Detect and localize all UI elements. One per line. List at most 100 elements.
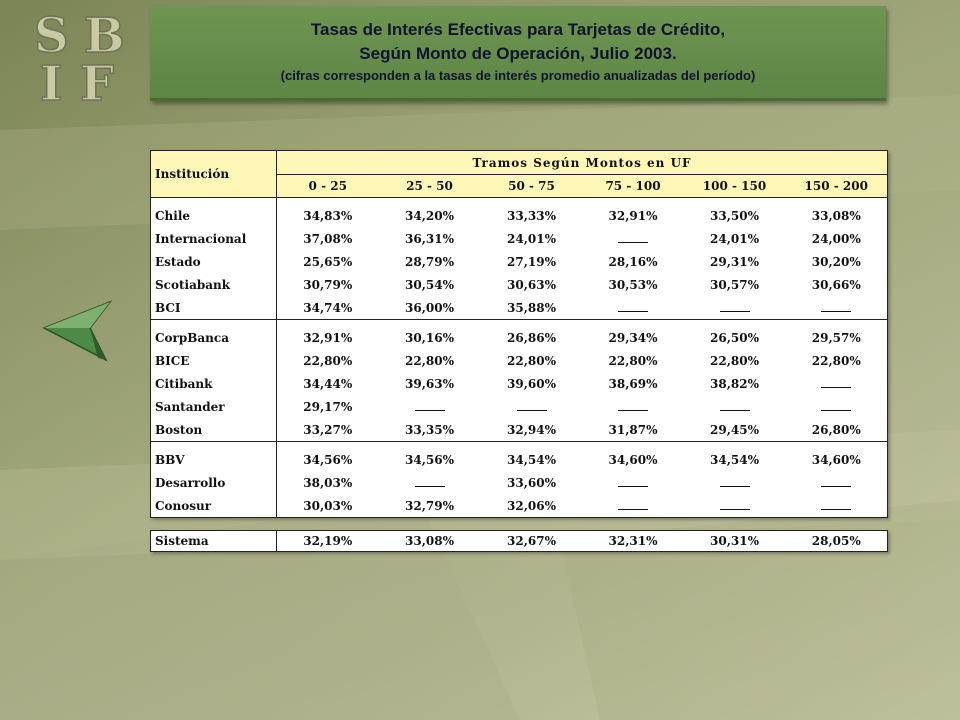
- no-data-dash: [683, 395, 786, 418]
- no-data-dash: [785, 296, 888, 320]
- no-data-dash: [480, 395, 583, 418]
- title-subtitle: (cifras corresponden a la tasas de inter…: [280, 68, 756, 83]
- institution-name: Desarrollo: [150, 471, 277, 494]
- institution-name: Boston: [150, 418, 277, 442]
- range-header: 100 - 150: [683, 174, 786, 198]
- rate-cell: 39,63%: [378, 372, 481, 395]
- rate-cell: 25,65%: [276, 250, 379, 273]
- group-separator: [150, 441, 888, 442]
- no-data-dash: [683, 494, 786, 518]
- rate-cell: 34,54%: [480, 442, 583, 471]
- table-row: Boston 33,27% 33,35% 32,94% 31,87% 29,45% 26,8…: [150, 418, 888, 442]
- range-header: 50 - 75: [480, 174, 583, 198]
- rate-cell: 33,50%: [683, 197, 786, 227]
- table-row: Conosur 30,03% 32,79% 32,06%: [150, 494, 888, 518]
- rate-cell: 30,79%: [276, 273, 379, 296]
- rate-cell: 34,83%: [276, 197, 379, 227]
- system-rate-cell: 30,31%: [710, 534, 759, 548]
- rate-cell: 24,00%: [785, 227, 888, 250]
- table-row: BCI 34,74% 36,00% 35,88%: [150, 296, 888, 320]
- rate-cell: 30,20%: [785, 250, 888, 273]
- rate-cell: 24,01%: [480, 227, 583, 250]
- rate-cell: 35,88%: [480, 296, 583, 320]
- system-rate-cell: 33,08%: [405, 534, 454, 548]
- range-header: 150 - 200: [785, 174, 888, 198]
- back-arrow-icon[interactable]: [40, 298, 116, 364]
- logo-letter-b: B: [84, 8, 125, 64]
- rate-cell: 28,79%: [378, 250, 481, 273]
- title-line-2: Según Monto de Operación, Julio 2003.: [359, 44, 677, 63]
- institution-name: BCI: [150, 296, 277, 320]
- institution-name: Santander: [150, 395, 277, 418]
- system-rate-cell: 32,19%: [303, 534, 353, 548]
- range-header: 25 - 50: [378, 174, 481, 198]
- system-rate-cell: 32,31%: [608, 534, 658, 548]
- system-total-table: Sistema 32,19% 33,08% 32,67% 32,31% 30,31% 28,…: [150, 530, 888, 552]
- rate-cell: 30,66%: [785, 273, 888, 296]
- rate-cell: 36,31%: [378, 227, 481, 250]
- table-row: Santander 29,17%: [150, 395, 888, 418]
- rate-cell: 30,16%: [378, 320, 481, 349]
- rate-cell: 22,80%: [582, 349, 684, 372]
- rate-cell: 38,82%: [683, 372, 786, 395]
- rate-cell: 34,60%: [582, 442, 684, 471]
- no-data-dash: [582, 395, 684, 418]
- rate-cell: 26,50%: [683, 320, 786, 349]
- table-row: Citibank 34,44% 39,63% 39,60% 38,69% 38,82%: [150, 372, 888, 395]
- institution-name: CorpBanca: [150, 320, 277, 349]
- no-data-dash: [582, 471, 684, 494]
- institution-name: BICE: [150, 349, 277, 372]
- table-row: Scotiabank 30,79% 30,54% 30,63% 30,53% 30,57%…: [150, 273, 888, 296]
- rate-cell: 33,33%: [480, 197, 583, 227]
- rate-cell: 34,56%: [276, 442, 379, 471]
- rate-cell: 29,57%: [785, 320, 888, 349]
- rate-cell: 36,00%: [378, 296, 481, 320]
- institution-name: Chile: [150, 197, 277, 227]
- rate-cell: 26,80%: [785, 418, 888, 442]
- rate-cell: 34,54%: [683, 442, 786, 471]
- rate-cell: 28,16%: [582, 250, 684, 273]
- rate-cell: 30,54%: [378, 273, 481, 296]
- no-data-dash: [582, 494, 684, 518]
- institution-name: Conosur: [150, 494, 277, 518]
- rate-cell: 30,53%: [582, 273, 684, 296]
- rate-cell: 32,91%: [276, 320, 379, 349]
- institution-name: Scotiabank: [150, 273, 277, 296]
- rate-cell: 34,20%: [378, 197, 481, 227]
- table-row: CorpBanca 32,91% 30,16% 26,86% 29,34% 26,50% 2…: [150, 320, 888, 349]
- rates-table: Institución Tramos Según Montos en UF 0 …: [150, 150, 888, 518]
- logo-letter-f: F: [80, 56, 114, 104]
- no-data-dash: [683, 296, 786, 320]
- institution-header: Institución: [150, 150, 277, 198]
- no-data-dash: [785, 395, 888, 418]
- institution-name: Estado: [150, 250, 277, 273]
- no-data-dash: [785, 372, 888, 395]
- no-data-dash: [378, 471, 481, 494]
- rate-cell: 34,74%: [276, 296, 379, 320]
- title-line-1: Tasas de Interés Efectivas para Tarjetas…: [310, 20, 726, 39]
- table-row: Estado 25,65% 28,79% 27,19% 28,16% 29,31% 30,2…: [150, 250, 888, 273]
- rate-cell: 34,56%: [378, 442, 481, 471]
- rate-cell: 34,44%: [276, 372, 379, 395]
- rate-cell: 39,60%: [480, 372, 583, 395]
- logo-letter-i: I: [40, 56, 62, 104]
- rate-cell: 29,17%: [276, 395, 379, 418]
- table-row: Desarrollo 38,03% 33,60%: [150, 471, 888, 494]
- rate-cell: 32,06%: [480, 494, 583, 518]
- rate-cell: 22,80%: [480, 349, 583, 372]
- rate-cell: 22,80%: [378, 349, 481, 372]
- rate-cell: 22,80%: [785, 349, 888, 372]
- table-row: BICE 22,80% 22,80% 22,80% 22,80% 22,80% 22,80%: [150, 349, 888, 372]
- no-data-dash: [785, 471, 888, 494]
- rate-cell: 33,60%: [480, 471, 583, 494]
- table-row: Internacional 37,08% 36,31% 24,01% 24,01% 24,…: [150, 227, 888, 250]
- system-name: Sistema: [150, 530, 277, 552]
- rate-cell: 32,91%: [582, 197, 684, 227]
- no-data-dash: [582, 296, 684, 320]
- rate-cell: 29,31%: [683, 250, 786, 273]
- group-separator: [150, 319, 888, 320]
- rate-cell: 22,80%: [276, 349, 379, 372]
- rate-cell: 30,63%: [480, 273, 583, 296]
- tramos-header: Tramos Según Montos en UF: [276, 150, 888, 175]
- rate-cell: 29,45%: [683, 418, 786, 442]
